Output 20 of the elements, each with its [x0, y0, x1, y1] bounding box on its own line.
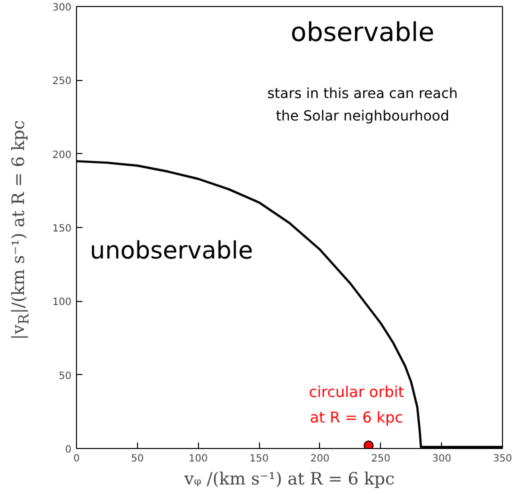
x-axis-title: vᵩ /(km s⁻¹) at R = 6 kpc	[183, 470, 395, 490]
annotation: stars in this area can reach the Solar neighbourhood	[267, 86, 458, 124]
y-tick-label: 150	[52, 224, 72, 234]
x-tick-label: 300	[432, 454, 452, 464]
x-tick-label: 50	[130, 454, 144, 464]
annotation: unobservable	[90, 236, 253, 264]
annotation: observable	[290, 18, 434, 48]
x-tick-label: 250	[371, 454, 390, 464]
y-tick-label: 50	[58, 370, 72, 382]
x-tick-label: 100	[188, 454, 208, 464]
y-tick-label: 250	[52, 76, 72, 88]
y-tick-label: 300	[52, 2, 72, 14]
y-tick-label: 100	[52, 297, 72, 308]
x-tick-label: 0	[73, 454, 80, 464]
x-tick-label: 150	[250, 454, 269, 464]
y-tick-label: 200	[52, 150, 72, 161]
x-tick-label: 200	[310, 454, 330, 464]
x-tick-label: 350	[492, 454, 512, 464]
y-tick-label: 0	[65, 444, 72, 456]
annotation: circular orbit at R = 6 kpc	[308, 383, 404, 426]
